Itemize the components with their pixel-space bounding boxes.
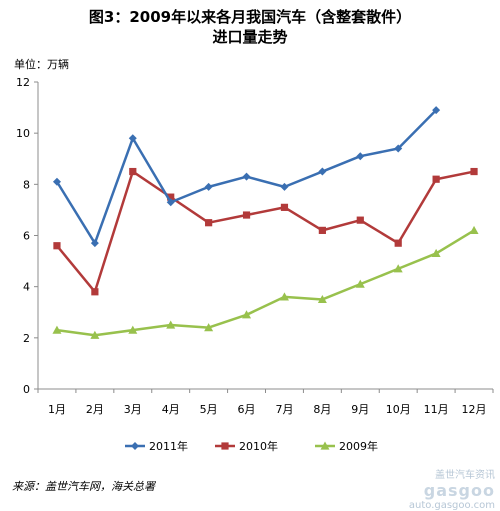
x-tick-label: 2月	[86, 403, 104, 416]
watermark-logo: 盖世汽车资讯 gasgoo auto.gasgoo.com	[400, 466, 495, 511]
data-point-2011	[128, 134, 137, 143]
data-point-2011	[166, 198, 175, 207]
watermark-cn: 盖世汽车资讯	[435, 470, 495, 481]
data-point-2010	[394, 239, 402, 247]
y-tick-label: 0	[23, 383, 30, 396]
chart-title-line1: 图3：2009年以来各月我国汽车（含整套散件）	[88, 8, 412, 26]
data-point-2011	[432, 106, 441, 115]
x-tick-label: 4月	[162, 403, 180, 416]
data-point-2010	[356, 216, 364, 224]
x-tick-label: 3月	[124, 403, 142, 416]
series-line-2009	[56, 229, 475, 337]
data-point-2009	[90, 330, 100, 339]
x-tick-label: 9月	[351, 403, 369, 416]
data-point-2009	[393, 264, 403, 273]
y-tick-label: 8	[23, 178, 30, 191]
data-point-2009	[242, 310, 252, 319]
legend-marker-2011	[131, 442, 139, 450]
legend-label-2009: 2009年	[339, 439, 378, 453]
data-point-2011	[90, 239, 99, 248]
data-point-2011	[204, 182, 213, 191]
x-tick-label: 12月	[462, 403, 487, 416]
x-tick-label: 6月	[238, 403, 256, 416]
source-label: 来源：盖世汽车网，海关总署	[12, 480, 155, 493]
y-tick-label: 6	[23, 230, 30, 243]
data-point-2009	[431, 248, 441, 258]
x-tick-label: 1月	[48, 403, 66, 416]
data-point-2011	[242, 172, 251, 181]
y-tick-label: 12	[16, 76, 30, 89]
chart-title-line2: 进口量走势	[212, 28, 288, 46]
data-point-2010	[470, 167, 478, 176]
data-point-2010	[205, 219, 213, 227]
data-point-2011	[394, 144, 403, 153]
x-tick-label: 10月	[386, 403, 411, 416]
data-point-2010	[242, 211, 251, 219]
data-point-2010	[318, 226, 326, 234]
legend-label-2010: 2010年	[239, 439, 278, 453]
watermark-brand: gasgoo	[423, 481, 495, 500]
y-tick-label: 2	[23, 332, 30, 345]
data-point-2009	[317, 294, 327, 304]
data-point-2010	[167, 193, 175, 201]
data-point-2009	[52, 325, 62, 334]
data-point-2009	[355, 279, 365, 288]
data-point-2010	[91, 288, 99, 296]
x-tick-label: 8月	[313, 403, 331, 416]
data-point-2011	[356, 152, 365, 161]
series-line-2010	[55, 170, 475, 294]
data-point-2010	[432, 175, 440, 183]
data-point-2009	[166, 320, 176, 329]
data-point-2011	[318, 167, 327, 176]
y-tick-label: 4	[23, 281, 30, 294]
unit-label: 单位：万辆	[14, 58, 69, 71]
data-point-2009	[128, 325, 138, 334]
legend-label-2011: 2011年	[149, 439, 188, 453]
data-point-2009	[469, 225, 479, 234]
data-point-2009	[279, 292, 289, 301]
data-point-2009	[204, 323, 214, 332]
data-point-2010	[53, 242, 61, 250]
watermark-url: auto.gasgoo.com	[408, 500, 495, 511]
data-point-2011	[280, 182, 289, 191]
x-tick-label: 5月	[200, 403, 218, 416]
legend-marker-2009	[320, 441, 330, 450]
legend-marker-2010	[221, 442, 229, 450]
data-point-2010	[280, 203, 289, 211]
data-point-2010	[129, 167, 137, 176]
y-tick-label: 10	[16, 127, 30, 140]
data-point-2011	[52, 177, 61, 186]
x-tick-label: 11月	[424, 403, 449, 416]
x-tick-label: 7月	[275, 403, 293, 416]
